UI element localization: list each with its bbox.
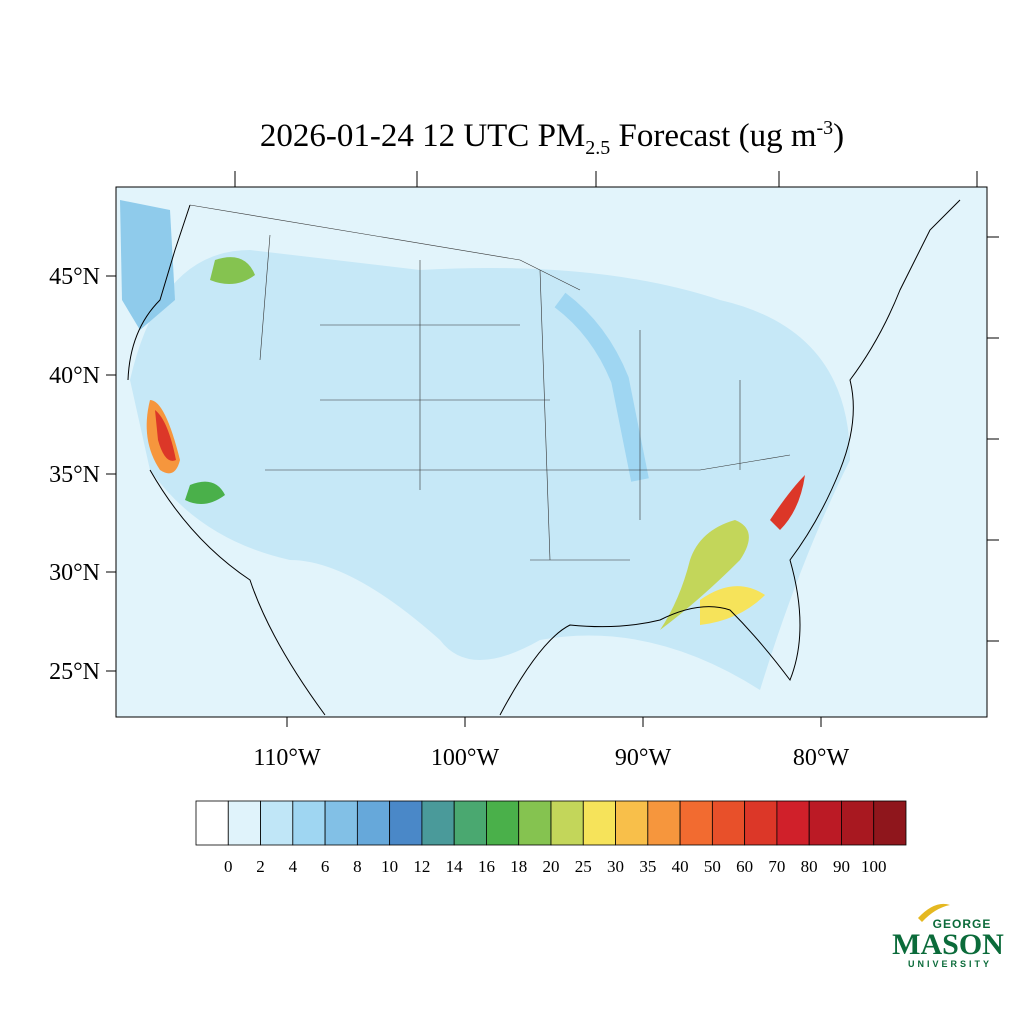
logo-bottom: UNIVERSITY bbox=[908, 959, 992, 969]
colorbar-label: 30 bbox=[607, 857, 624, 876]
logo-top: GEORGE bbox=[933, 917, 992, 931]
pollution-band bbox=[554, 292, 649, 482]
colorbar-swatch bbox=[356, 800, 391, 846]
colorbar-swatch bbox=[324, 800, 358, 846]
colorbar-swatch bbox=[518, 800, 552, 846]
colorbar-swatch bbox=[486, 800, 520, 846]
state-borders bbox=[189, 204, 791, 561]
colorbar-label: 6 bbox=[321, 857, 330, 876]
colorbar-swatch bbox=[873, 800, 907, 846]
colorbar-swatch bbox=[647, 800, 681, 846]
colorbar-swatch bbox=[227, 800, 261, 846]
axis-labels: 45°N 40°N 35°N 30°N 25°N 110°W 100°W 90°W 80°W bbox=[49, 264, 849, 771]
pollution-area bbox=[660, 520, 749, 630]
map-frame bbox=[115, 186, 988, 718]
colorbar-label: 25 bbox=[575, 857, 592, 876]
colorbar-label: 100 bbox=[861, 857, 887, 876]
colorbar-swatch bbox=[421, 800, 455, 846]
colorbar-swatch bbox=[260, 800, 294, 846]
lat-label: 30°N bbox=[49, 560, 100, 586]
lon-label: 110°W bbox=[253, 745, 321, 771]
pollution-area bbox=[155, 410, 176, 461]
pollution-area bbox=[185, 481, 225, 504]
colorbar-label: 8 bbox=[353, 857, 362, 876]
colorbar-label: 20 bbox=[543, 857, 560, 876]
colorbar-label: 12 bbox=[413, 857, 430, 876]
colorbar-label: 70 bbox=[768, 857, 785, 876]
colorbar-label: 80 bbox=[801, 857, 818, 876]
logo-main: MASON bbox=[892, 928, 1004, 961]
lon-label: 80°W bbox=[793, 745, 850, 771]
colorbar-swatch bbox=[550, 800, 584, 846]
lat-label: 40°N bbox=[49, 363, 100, 389]
pollution-area bbox=[700, 586, 765, 625]
colorbar-swatch bbox=[292, 800, 326, 846]
title-sup: -3 bbox=[816, 117, 833, 139]
lat-label: 25°N bbox=[49, 659, 100, 685]
colorbar-label: 0 bbox=[224, 857, 233, 876]
colorbar-swatch bbox=[744, 800, 778, 846]
title-sub: 2.5 bbox=[585, 137, 610, 159]
colorbar-swatch bbox=[841, 800, 875, 846]
colorbar-label: 50 bbox=[704, 857, 721, 876]
colorbar-swatch bbox=[582, 800, 616, 846]
colorbar-label: 14 bbox=[446, 857, 464, 876]
colorbar-swatch bbox=[389, 800, 423, 846]
axis-ticks bbox=[106, 171, 999, 727]
colorbar-swatch bbox=[679, 800, 713, 846]
colorbar-label: 40 bbox=[672, 857, 689, 876]
logo-swoosh bbox=[918, 903, 950, 922]
colorbar-swatch bbox=[776, 800, 810, 846]
colorbar-swatch bbox=[808, 800, 842, 846]
colorbar-swatch bbox=[711, 800, 746, 846]
colorbar-label: 18 bbox=[510, 857, 527, 876]
lat-label: 35°N bbox=[49, 462, 100, 488]
colorbar-label: 2 bbox=[256, 857, 265, 876]
colorbar-swatch bbox=[195, 800, 229, 846]
coastline bbox=[127, 199, 961, 716]
map bbox=[106, 171, 999, 727]
title-end: ) bbox=[833, 118, 844, 154]
pollution-area bbox=[210, 257, 255, 284]
title-mid: Forecast (ug m bbox=[610, 118, 817, 154]
logo: GEORGE MASON UNIVERSITY bbox=[892, 903, 1004, 969]
lon-label: 90°W bbox=[615, 745, 672, 771]
colorbar: 0 2 4 6 8 10 12 14 16 18 20 25 30 35 40 50 60 70 80 90 100 bbox=[195, 800, 907, 876]
title: 2026-01-24 12 UTC PM2.5 Forecast (ug m-3… bbox=[260, 117, 844, 159]
colorbar-swatch bbox=[615, 800, 649, 846]
colorbar-label: 60 bbox=[736, 857, 753, 876]
title-main: 2026-01-24 12 UTC PM bbox=[260, 118, 585, 154]
colorbar-label: 90 bbox=[833, 857, 850, 876]
colorbar-swatch bbox=[453, 800, 487, 846]
colorbar-label: 16 bbox=[478, 857, 495, 876]
pollution-area bbox=[770, 475, 805, 530]
lat-label: 45°N bbox=[49, 264, 100, 290]
colorbar-label: 10 bbox=[381, 857, 398, 876]
lon-label: 100°W bbox=[431, 745, 500, 771]
colorbar-label: 4 bbox=[289, 857, 298, 876]
colorbar-label: 35 bbox=[639, 857, 656, 876]
